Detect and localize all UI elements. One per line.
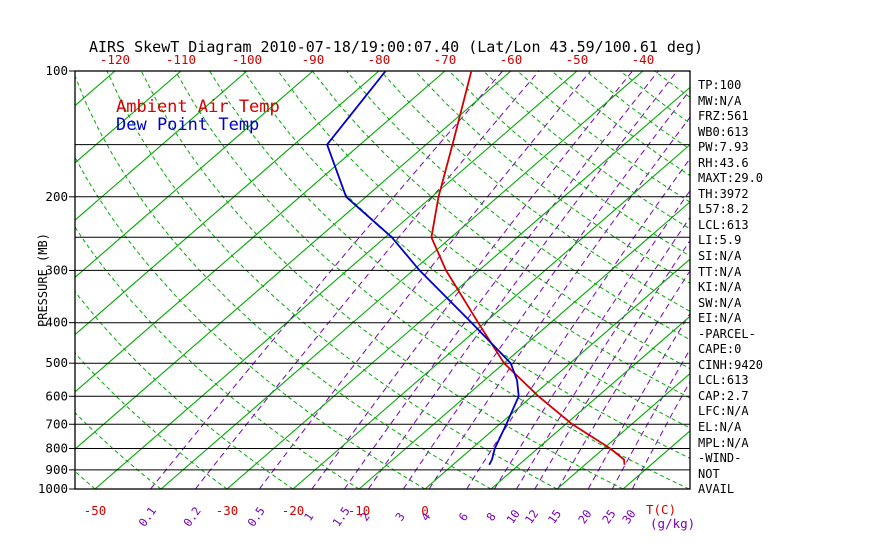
svg-text:-90: -90 [302,52,325,67]
pressure-axis-label: PRESSURE (MB) [36,233,50,327]
plot-border [74,70,691,490]
svg-text:800: 800 [45,440,68,455]
stats-line: MW:N/A [698,93,742,108]
svg-text:-10: -10 [348,503,371,518]
legend-dew-point-temp: Dew Point Temp [116,115,260,135]
svg-text:-70: -70 [434,52,457,67]
stats-line: TP:100 [698,78,742,92]
stats-line: L57:8.2 [698,202,749,217]
bottom-temp-labels: -50 -30 -20 -10 0 [84,503,429,518]
svg-text:3: 3 [392,510,407,524]
svg-text:-80: -80 [368,52,391,67]
svg-text:0.5: 0.5 [244,504,267,529]
svg-text:100: 100 [45,63,68,78]
stats-line: PW:7.93 [698,140,749,155]
svg-text:20: 20 [575,507,594,526]
svg-text:-40: -40 [632,52,655,67]
stats-line: MAXT:29.0 [698,171,764,186]
stats-line: LCL:613 [698,217,749,232]
svg-text:-120: -120 [100,52,130,67]
stats-line: SW:N/A [698,295,742,310]
stats-line: LFC:N/A [698,404,749,419]
svg-text:-30: -30 [216,503,239,518]
isotherm-lines [75,71,690,489]
stats-line: LI:5.9 [698,233,742,248]
svg-text:500: 500 [45,355,68,370]
svg-text:200: 200 [45,189,68,204]
pressure-tick-labels: 100 200 300 400 500 600 700 800 900 1000 [38,63,75,496]
svg-text:400: 400 [45,315,68,330]
top-temp-labels: -120 -110 -100 -90 -80 -70 -60 -50 -40 [100,52,654,67]
stats-line: MPL:N/A [698,435,749,450]
stats-line: RH:43.6 [698,155,749,170]
svg-text:1: 1 [301,510,316,524]
stats-line: CAPE:0 [698,342,742,357]
svg-text:12: 12 [522,507,541,526]
svg-text:-110: -110 [166,52,196,67]
stats-line: AVAIL [698,482,735,497]
stats-line: TT:N/A [698,264,742,279]
stats-line: -PARCEL- [698,326,756,341]
stats-line: EL:N/A [698,420,742,435]
svg-text:-100: -100 [232,52,262,67]
stats-panel: TP:100 MW:N/A FRZ:561 WB0:613 PW:7.93 RH:43.6… [698,78,763,498]
stats-line: -WIND- [698,451,742,466]
svg-text:-20: -20 [282,503,305,518]
legend-ambient-air-temp: Ambient Air Temp [116,97,280,117]
svg-text:T(C): T(C) [646,502,676,517]
svg-text:8: 8 [483,510,498,524]
svg-text:25: 25 [599,507,618,526]
temp-unit-label: T(C) [646,502,676,517]
stats-line: KI:N/A [698,280,742,295]
svg-text:15: 15 [545,507,564,526]
stats-line: CAP:2.7 [698,388,749,403]
stats-line: SI:N/A [698,249,742,264]
isobar-lines [75,144,690,490]
stats-line: EI:N/A [698,311,742,326]
svg-text:6: 6 [456,510,471,524]
svg-text:0.1: 0.1 [136,504,159,529]
stats-line: LCL:613 [698,373,749,388]
mixing-unit-label: (g/kg) [650,516,695,531]
svg-text:1000: 1000 [38,481,68,496]
svg-text:900: 900 [45,462,68,477]
svg-text:0: 0 [421,503,429,518]
chart-title: AIRS SkewT Diagram 2010-07-18/19:00:07.4… [88,38,704,56]
svg-text:-50: -50 [84,503,107,518]
svg-text:300: 300 [45,262,68,277]
stats-line: WB0:613 [698,124,749,139]
stats-line: CINH:9420 [698,357,764,372]
dewpoint-profile [326,71,520,466]
svg-text:(g/kg): (g/kg) [650,516,695,531]
svg-text:-60: -60 [500,52,523,67]
svg-text:600: 600 [45,388,68,403]
svg-text:0.2: 0.2 [180,504,203,529]
stats-line: TH:3972 [698,186,749,201]
stats-line: FRZ:561 [698,109,749,124]
svg-text:10: 10 [503,507,522,526]
svg-text:-50: -50 [566,52,589,67]
svg-text:700: 700 [45,416,68,431]
stats-line: NOT [698,466,720,481]
svg-text:30: 30 [619,507,638,526]
